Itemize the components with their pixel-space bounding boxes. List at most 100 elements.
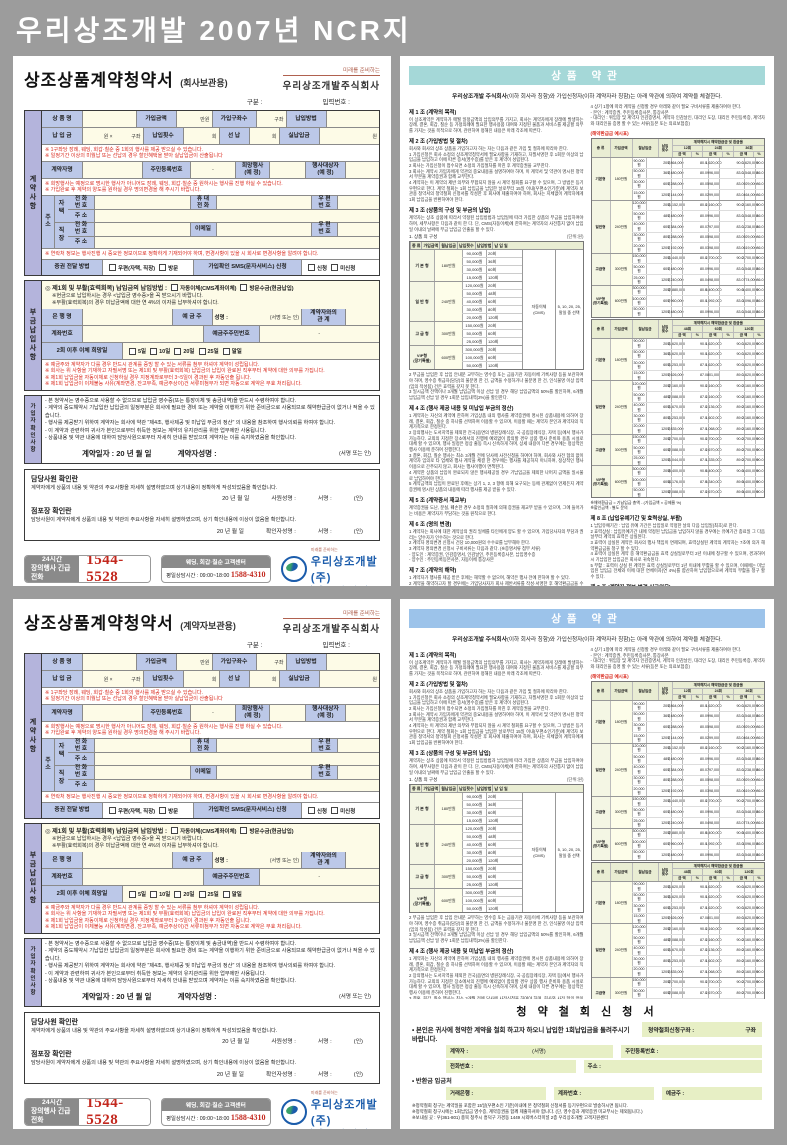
email-field[interactable] — [215, 222, 311, 236]
home-zip-field[interactable] — [337, 196, 379, 210]
join-amount-field[interactable]: 만원 — [175, 111, 212, 127]
logo-website-url[interactable]: http://www.woori-sangjo.co.kr — [311, 1128, 380, 1129]
work-tel-field[interactable] — [94, 765, 190, 779]
product-name-field[interactable] — [82, 111, 136, 127]
product-plan-row: 50,000원 120회 — [462, 361, 522, 370]
event-target-field[interactable] — [345, 705, 379, 722]
home-tel-field[interactable] — [94, 739, 190, 753]
home-label: 자 택 — [54, 739, 68, 765]
work-addr-field[interactable] — [94, 779, 379, 792]
logo-website-url[interactable]: http://www.woori-sangjo.co.kr — [311, 585, 380, 586]
checkbox-sms-no[interactable] — [331, 807, 339, 815]
accounts-field[interactable]: 구좌 — [255, 111, 286, 127]
checkbox-day[interactable] — [222, 347, 230, 355]
jumin-field[interactable]: - — [190, 705, 235, 722]
checkbox-day[interactable] — [174, 347, 182, 355]
checkbox-visit[interactable] — [159, 264, 167, 272]
table-cell: 90.0 — [755, 253, 764, 264]
checkbox-day[interactable] — [129, 890, 136, 898]
checkbox-sms-apply[interactable] — [308, 264, 315, 272]
work-tel-field[interactable] — [94, 222, 190, 236]
table-cell: 2,160,000 — [742, 402, 758, 413]
contractor-field[interactable] — [82, 705, 142, 722]
table-cell: 20회 — [486, 793, 497, 801]
checkbox-mail[interactable] — [109, 264, 116, 272]
withdrawal-jumin-field[interactable]: 주민등록번호 : — [621, 1044, 762, 1058]
table-cell: 50,000원 — [462, 833, 486, 841]
payment-field[interactable]: 원 × 구좌 — [82, 128, 143, 144]
bank-name-field[interactable] — [82, 852, 172, 869]
refund-data-row: 50,000원 36회 480,000 80.0 996,000 83.0 1,548,00… — [631, 710, 764, 722]
checkbox-visit[interactable] — [159, 807, 167, 815]
table-cell: 299,000 — [707, 733, 720, 743]
event-target-field[interactable] — [345, 162, 379, 179]
table-cell: 80.0 — [682, 839, 708, 849]
mobile-field[interactable] — [215, 196, 311, 210]
withdrawal-tel-field[interactable]: 전화번호 : — [446, 1059, 576, 1073]
pay-method-field[interactable] — [325, 111, 379, 127]
home-zip-field[interactable] — [337, 739, 379, 753]
payee-field[interactable]: 성명 : (서명 또는 인) — [211, 852, 301, 869]
table-cell: 120,000원 — [631, 381, 646, 392]
checkbox-cash[interactable] — [240, 827, 248, 835]
payee-field[interactable]: 성명 : (서명 또는 인) — [211, 309, 301, 326]
actual-pay-field[interactable]: 원 — [318, 671, 379, 687]
home-addr-field[interactable] — [94, 210, 379, 222]
contractor-field[interactable] — [82, 162, 142, 179]
withdrawal-payee-field[interactable]: 예금주 : — [662, 1086, 762, 1100]
checkbox-cash[interactable] — [240, 284, 248, 292]
refund-data-row: 15,000원 120회 626,000 87.0 801,000 89.0 1,620,0… — [631, 912, 764, 924]
pay-count-field[interactable]: 회 — [182, 128, 219, 144]
checkbox-day[interactable] — [198, 347, 206, 355]
withdrawal-acctno-field[interactable]: 계좌번호 : — [554, 1086, 654, 1100]
withdrawal-account-box[interactable]: 청약철회신청구좌 : 구좌 — [642, 1021, 762, 1037]
relation-field[interactable] — [345, 309, 379, 326]
prepay-field[interactable]: 회 — [248, 671, 279, 687]
pay-method-field[interactable] — [325, 654, 379, 670]
work-zip-field[interactable] — [337, 765, 379, 779]
account-field[interactable] — [82, 326, 203, 343]
payee-jumin-field[interactable]: - — [258, 326, 379, 343]
table-cell: 120회 — [645, 275, 672, 285]
work-zip-field[interactable] — [337, 222, 379, 236]
checkbox-day[interactable] — [150, 347, 158, 355]
withdrawal-addr-field[interactable]: 주소 : — [583, 1059, 762, 1073]
pay-count-field[interactable]: 회 — [182, 671, 219, 687]
checkbox-day[interactable] — [150, 890, 158, 898]
account-field[interactable] — [82, 869, 203, 886]
mobile-field[interactable] — [215, 739, 311, 753]
checkbox-sms-apply[interactable] — [308, 807, 315, 815]
withdrawal-bank-field[interactable]: 거래은행 : — [446, 1086, 546, 1100]
withdrawal-contractor-field[interactable]: 계약자 : (서명) — [446, 1044, 614, 1058]
hope-event-field[interactable] — [269, 705, 305, 722]
checkbox-cms[interactable] — [171, 284, 179, 292]
checkbox-cms[interactable] — [171, 827, 179, 835]
checkbox-day[interactable] — [198, 890, 206, 898]
email-field[interactable] — [215, 765, 311, 779]
relation-field[interactable] — [345, 852, 379, 869]
table-cell: 2,088,000 — [669, 935, 685, 945]
join-amount-field[interactable]: 만원 — [175, 654, 212, 670]
product-name-field[interactable] — [82, 654, 136, 670]
brand-tagline: 미래를 준비하는 — [282, 609, 380, 619]
home-tel-field[interactable] — [94, 196, 190, 210]
work-addr-field[interactable] — [94, 236, 379, 249]
table-cell: 1,602,000 — [706, 956, 722, 966]
checkbox-day[interactable] — [174, 890, 182, 898]
checkbox-day[interactable] — [222, 890, 230, 898]
bank-name-field[interactable] — [82, 309, 172, 326]
hope-event-field[interactable] — [269, 162, 305, 179]
checkbox-mail[interactable] — [109, 807, 116, 815]
payee-jumin-field[interactable]: - — [258, 869, 379, 886]
product-name-label: 상 품 명 — [42, 111, 82, 127]
accounts-field[interactable]: 구좌 — [255, 654, 286, 670]
table-cell: 90.0 — [682, 434, 708, 445]
home-addr-field[interactable] — [94, 753, 379, 765]
payment-field[interactable]: 원 × 구좌 — [82, 671, 143, 687]
jumin-field[interactable]: - — [190, 162, 235, 179]
prepay-field[interactable]: 회 — [248, 128, 279, 144]
checkbox-sms-no[interactable] — [331, 264, 339, 272]
table-cell: 60회 — [645, 839, 672, 849]
checkbox-day[interactable] — [129, 347, 136, 355]
actual-pay-field[interactable]: 원 — [318, 128, 379, 144]
